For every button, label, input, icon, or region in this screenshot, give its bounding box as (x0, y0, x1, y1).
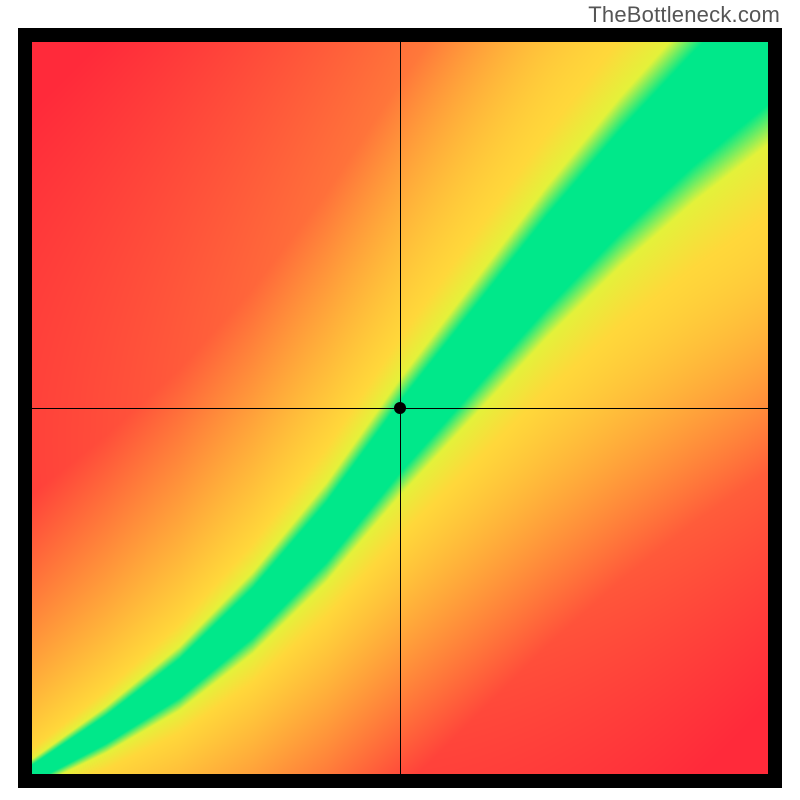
heatmap-plot-area (32, 42, 768, 774)
crosshair-marker-dot (394, 402, 406, 414)
chart-container: TheBottleneck.com (0, 0, 800, 800)
watermark-text: TheBottleneck.com (588, 2, 780, 28)
